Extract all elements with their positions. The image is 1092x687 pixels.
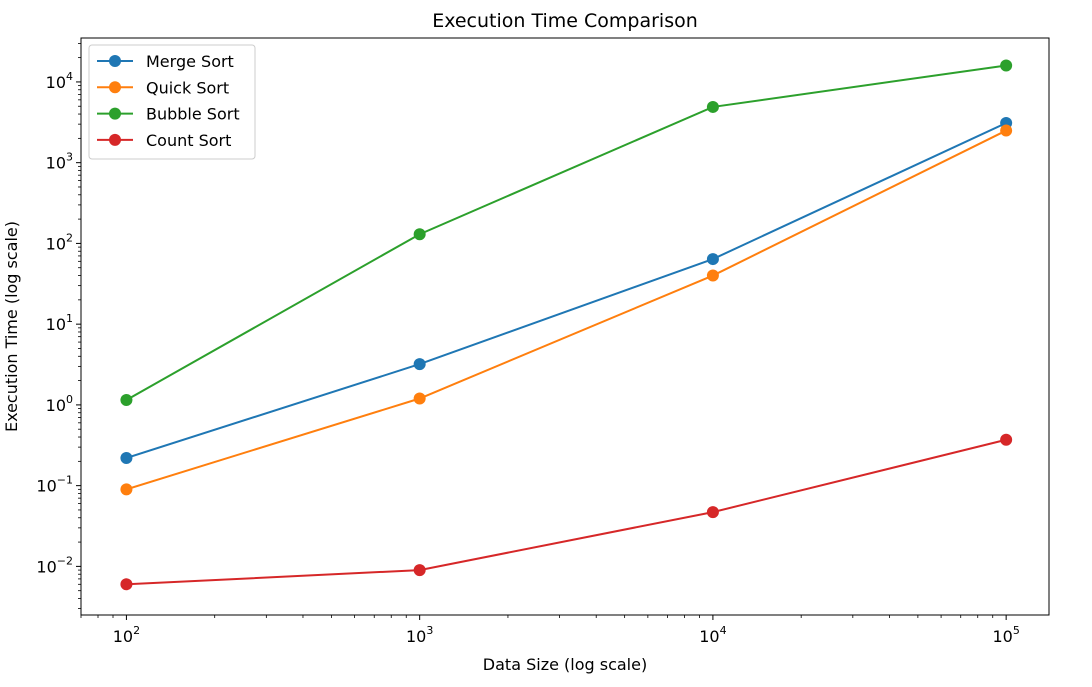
legend-marker-merge-sort bbox=[109, 55, 121, 67]
y-tick-label: 101 bbox=[46, 312, 73, 334]
data-point-bubble-sort bbox=[1000, 59, 1013, 72]
legend-label-quick-sort: Quick Sort bbox=[146, 78, 229, 97]
y-axis-title: Execution Time (log scale) bbox=[2, 221, 21, 432]
legend-label-merge-sort: Merge Sort bbox=[146, 52, 234, 71]
y-tick-label: 104 bbox=[46, 70, 73, 92]
legend-label-bubble-sort: Bubble Sort bbox=[146, 105, 240, 124]
x-tick-label: 105 bbox=[992, 624, 1019, 646]
legend-marker-bubble-sort bbox=[109, 107, 121, 120]
data-point-count-sort bbox=[706, 506, 719, 519]
legend-box bbox=[88, 44, 256, 160]
plot-frame bbox=[80, 37, 1050, 616]
series-layer bbox=[120, 59, 1013, 591]
series-line-merge-sort bbox=[126, 122, 1007, 459]
series-line-bubble-sort bbox=[125, 64, 1007, 401]
y-tick-label: 10−2 bbox=[36, 554, 73, 576]
legend-marker-count-sort bbox=[109, 133, 121, 146]
data-point-bubble-sort bbox=[706, 100, 719, 113]
data-point-quick-sort bbox=[1000, 124, 1013, 137]
data-point-merge-sort bbox=[413, 358, 426, 371]
y-axis-ticks: 10−2 10−1 100 101 102 103 104 bbox=[36, 70, 81, 576]
y-tick-label: 103 bbox=[46, 151, 73, 173]
x-tick-label: 103 bbox=[406, 624, 433, 646]
data-point-count-sort bbox=[120, 578, 133, 591]
x-tick-label: 102 bbox=[113, 624, 140, 646]
data-point-bubble-sort bbox=[413, 228, 426, 241]
series-line-quick-sort bbox=[126, 129, 1007, 491]
data-point-count-sort bbox=[1000, 433, 1013, 446]
data-point-bubble-sort bbox=[120, 394, 133, 407]
data-point-merge-sort bbox=[706, 253, 719, 266]
data-point-quick-sort bbox=[706, 269, 719, 282]
data-point-merge-sort bbox=[120, 451, 133, 464]
y-tick-label: 100 bbox=[46, 393, 73, 415]
data-point-count-sort bbox=[413, 564, 426, 577]
legend-marker-quick-sort bbox=[109, 81, 121, 94]
series-line-count-sort bbox=[126, 438, 1007, 586]
legend-label-count-sort: Count Sort bbox=[146, 131, 231, 150]
y-tick-label: 102 bbox=[46, 231, 73, 253]
data-point-quick-sort bbox=[413, 392, 426, 405]
x-tick-label: 104 bbox=[699, 624, 726, 646]
legend: Merge Sort Quick Sort Bubble Sort Count Sor… bbox=[88, 44, 256, 160]
y-tick-label: 10−1 bbox=[36, 474, 73, 496]
chart-title: Execution Time Comparison bbox=[432, 10, 698, 32]
x-axis-ticks: 102 103 104 105 bbox=[113, 615, 1020, 646]
x-axis-title: Data Size (log scale) bbox=[483, 655, 647, 674]
data-point-quick-sort bbox=[120, 483, 133, 496]
